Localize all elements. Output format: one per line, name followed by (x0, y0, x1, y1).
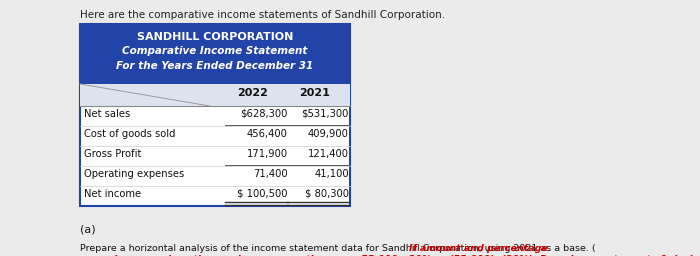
Text: Net sales: Net sales (84, 109, 130, 119)
Text: Comparative Income Statement: Comparative Income Statement (122, 46, 308, 56)
Bar (80, 24, 350, 84)
Text: For the Years Ended December 31: For the Years Ended December 31 (116, 61, 314, 71)
Bar (80, 84, 350, 106)
Text: 71,400: 71,400 (253, 169, 288, 179)
Text: If amount and percentage: If amount and percentage (409, 244, 547, 253)
Text: $628,300: $628,300 (240, 109, 288, 119)
Text: Gross Profit: Gross Profit (84, 149, 141, 159)
Text: 41,100: 41,100 (314, 169, 349, 179)
Text: 409,900: 409,900 (308, 129, 349, 139)
Text: $531,300: $531,300 (302, 109, 349, 119)
Text: 456,400: 456,400 (247, 129, 288, 139)
Text: 171,900: 171,900 (246, 149, 288, 159)
Text: are a decrease show the numbers as negative, e.g. -55,000, -20% or (55,000), (20: are a decrease show the numbers as negat… (80, 255, 700, 256)
Bar (80, 24, 350, 206)
Text: Here are the comparative income statements of Sandhill Corporation.: Here are the comparative income statemen… (80, 10, 445, 20)
Text: SANDHILL CORPORATION: SANDHILL CORPORATION (136, 32, 293, 42)
Text: Net income: Net income (84, 189, 141, 199)
Text: Prepare a horizontal analysis of the income statement data for Sandhill Corporat: Prepare a horizontal analysis of the inc… (80, 244, 596, 253)
Text: Operating expenses: Operating expenses (84, 169, 184, 179)
Text: Cost of goods sold: Cost of goods sold (84, 129, 176, 139)
Text: 2021: 2021 (300, 88, 330, 98)
Text: $ 80,300: $ 80,300 (305, 189, 349, 199)
Text: 121,400: 121,400 (308, 149, 349, 159)
Text: $ 100,500: $ 100,500 (237, 189, 288, 199)
Text: (a): (a) (80, 224, 96, 234)
Text: 2022: 2022 (237, 88, 268, 98)
